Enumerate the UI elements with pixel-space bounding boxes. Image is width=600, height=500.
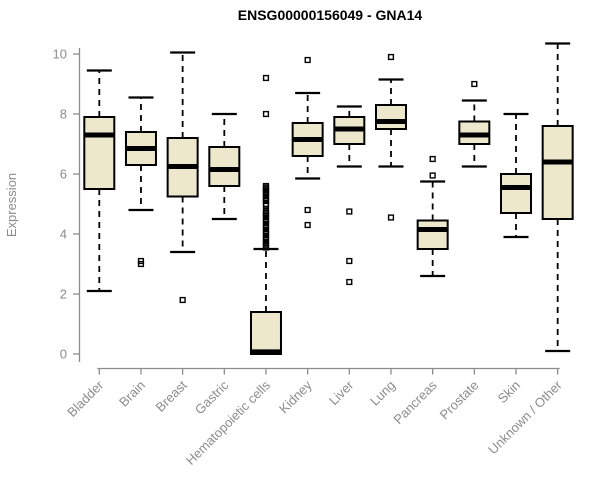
y-tick-label: 4 — [60, 227, 67, 242]
outlier-point — [429, 172, 436, 179]
box-liver — [333, 105, 366, 286]
outlier-point — [387, 214, 395, 221]
outlier-point — [346, 208, 353, 215]
box-bladder — [83, 69, 116, 293]
outlier-point — [429, 155, 436, 163]
outlier-point — [262, 202, 270, 209]
iqr-box — [83, 116, 116, 190]
iqr-box — [541, 125, 574, 220]
box-pancreas — [416, 155, 449, 278]
outlier-point — [304, 206, 311, 214]
y-tick-label: 10 — [53, 47, 67, 62]
box-brain — [124, 96, 157, 268]
outlier-point — [471, 80, 478, 88]
box-unknown-other — [541, 42, 574, 353]
box-skin — [500, 112, 532, 239]
outlier-point — [346, 257, 353, 265]
iqr-box — [208, 146, 241, 187]
y-tick-label: 8 — [60, 107, 67, 122]
box-breast — [166, 51, 199, 304]
box-hematopoietic-cells — [249, 74, 282, 355]
outlier-point — [304, 221, 311, 229]
outlier-point — [262, 74, 270, 82]
y-tick-label: 6 — [60, 167, 67, 182]
box-prostate — [458, 80, 491, 168]
outlier-point — [304, 56, 311, 64]
outlier-point — [262, 244, 270, 251]
y-tick-label: 2 — [60, 287, 67, 302]
outlier-point — [346, 278, 353, 286]
outlier-point — [262, 110, 270, 118]
outlier-point — [137, 257, 145, 265]
box-kidney — [291, 56, 324, 229]
chart-title: ENSG00000156049 - GNA14 — [238, 7, 423, 23]
y-axis-title: Expression — [4, 173, 19, 237]
iqr-box — [249, 311, 282, 355]
box-lung — [374, 53, 407, 221]
outlier-point — [179, 296, 186, 304]
iqr-box — [416, 219, 449, 250]
iqr-box — [500, 173, 532, 214]
y-tick-label: 0 — [60, 347, 67, 362]
box-gastric — [208, 112, 241, 221]
outlier-point — [387, 53, 395, 61]
iqr-box — [374, 104, 407, 130]
